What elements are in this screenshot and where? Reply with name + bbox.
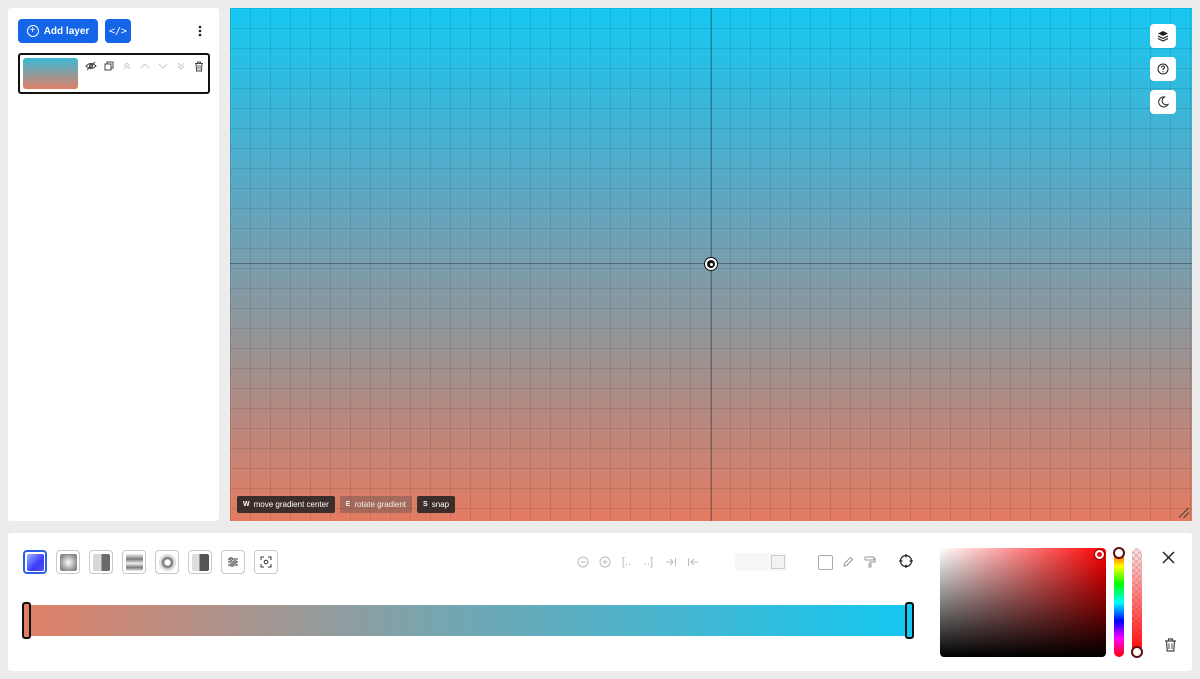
copy-icon — [104, 61, 114, 71]
bracket-start-button[interactable]: [.. — [619, 554, 634, 570]
pencil-icon — [842, 556, 853, 567]
color-stop-end[interactable] — [905, 602, 914, 639]
plus-circle-icon — [599, 556, 610, 568]
hint-label: snap — [431, 500, 450, 509]
move-up-button[interactable] — [137, 59, 153, 73]
arrow-to-right-icon — [665, 558, 676, 566]
keyboard-hints: W move gradient center E rotate gradient… — [237, 496, 456, 513]
alpha-slider-knob[interactable] — [1131, 646, 1143, 658]
align-left-button[interactable] — [685, 554, 700, 570]
paint-roller-icon — [864, 556, 875, 568]
focus-frame-icon — [260, 556, 272, 568]
move-to-top-button[interactable] — [119, 59, 135, 73]
toggle-visibility-button[interactable] — [83, 59, 99, 73]
align-right-button[interactable] — [663, 554, 678, 570]
chevrons-up-icon — [123, 62, 131, 70]
delete-layer-button[interactable] — [191, 59, 207, 73]
delete-stop-button[interactable] — [1162, 636, 1178, 654]
stop-color-swatch[interactable] — [771, 555, 785, 569]
layer-item[interactable] — [18, 53, 210, 94]
hue-slider-knob[interactable] — [1113, 547, 1125, 559]
focus-button[interactable] — [254, 550, 278, 574]
type-ring-button[interactable] — [155, 550, 179, 574]
hint-move-center: W move gradient center — [237, 496, 335, 513]
hint-key: W — [243, 501, 250, 508]
conic-swatch-icon — [191, 553, 209, 571]
type-radial-button[interactable] — [56, 550, 80, 574]
chevrons-down-icon — [177, 62, 185, 70]
layers-panel: + Add layer </> — [8, 8, 219, 521]
hint-label: rotate gradient — [354, 500, 407, 509]
gradient-editor: [.. ..] — [8, 533, 1192, 671]
add-stop-button[interactable] — [597, 554, 612, 570]
chevron-down-icon — [158, 63, 168, 69]
hint-key: S — [423, 501, 428, 508]
gradient-bar[interactable] — [22, 602, 914, 639]
add-layer-label: Add layer — [43, 25, 90, 37]
repeating-swatch-icon — [125, 553, 143, 571]
alpha-slider[interactable] — [1131, 548, 1143, 658]
color-stop-start[interactable] — [22, 602, 31, 639]
moon-icon — [1158, 96, 1169, 108]
more-options-button[interactable] — [192, 21, 208, 41]
gradient-type-selector — [23, 550, 278, 574]
kebab-icon — [198, 25, 202, 37]
type-half-button[interactable] — [89, 550, 113, 574]
move-down-button[interactable] — [155, 59, 171, 73]
sv-picker-knob[interactable] — [1095, 550, 1104, 559]
gradient-canvas[interactable]: W move gradient center E rotate gradient… — [230, 8, 1192, 521]
bracket-open-icon: [.. — [621, 556, 632, 568]
chevron-up-icon — [140, 63, 150, 69]
type-linear-button[interactable] — [23, 550, 47, 574]
trash-icon — [1164, 638, 1176, 652]
close-icon — [1161, 550, 1175, 564]
move-to-bottom-button[interactable] — [173, 59, 189, 73]
crosshair-button[interactable] — [898, 553, 916, 571]
stop-checkbox[interactable] — [818, 554, 833, 570]
add-layer-button[interactable]: + Add layer — [18, 19, 98, 43]
type-repeating-button[interactable] — [122, 550, 146, 574]
canvas-toolbar — [1150, 24, 1176, 114]
eye-off-icon — [85, 61, 97, 71]
paint-button[interactable] — [862, 554, 877, 570]
adjustments-button[interactable] — [221, 550, 245, 574]
bracket-close-icon: ..] — [643, 556, 654, 568]
half-swatch-icon — [92, 553, 110, 571]
layers-button[interactable] — [1150, 24, 1176, 48]
layer-actions — [83, 59, 207, 73]
arrow-to-left-icon — [687, 558, 698, 566]
saturation-value-picker[interactable] — [940, 548, 1106, 657]
hue-slider[interactable] — [1113, 547, 1125, 657]
code-button[interactable]: </> — [105, 19, 131, 43]
layers-icon — [1157, 31, 1169, 42]
crosshair-icon — [899, 554, 913, 568]
hint-key: E — [345, 501, 351, 508]
stop-tools: [.. ..] — [575, 553, 877, 571]
type-conic-button[interactable] — [188, 550, 212, 574]
trash-icon — [195, 61, 203, 71]
close-editor-button[interactable] — [1158, 547, 1178, 567]
remove-stop-button[interactable] — [575, 554, 590, 570]
minus-circle-icon — [577, 556, 588, 568]
help-icon — [1157, 63, 1169, 75]
gradient-center-handle[interactable] — [705, 258, 717, 270]
resize-handle[interactable] — [1179, 508, 1189, 518]
bracket-end-button[interactable]: ..] — [641, 554, 656, 570]
eyedropper-button[interactable] — [840, 554, 855, 570]
radial-swatch-icon — [59, 553, 77, 571]
dark-mode-button[interactable] — [1150, 90, 1176, 114]
hint-snap: S snap — [417, 496, 456, 513]
duplicate-layer-button[interactable] — [101, 59, 117, 73]
linear-swatch-icon — [26, 553, 44, 571]
ring-swatch-icon — [158, 553, 176, 571]
code-icon: </> — [108, 25, 128, 37]
sliders-icon — [228, 557, 238, 567]
stop-position-input[interactable] — [735, 553, 787, 571]
help-button[interactable] — [1150, 57, 1176, 81]
hint-rotate: E rotate gradient — [339, 496, 413, 513]
layer-thumbnail[interactable] — [23, 58, 78, 89]
plus-circle-icon: + — [26, 25, 39, 37]
hint-label: move gradient center — [253, 500, 329, 509]
